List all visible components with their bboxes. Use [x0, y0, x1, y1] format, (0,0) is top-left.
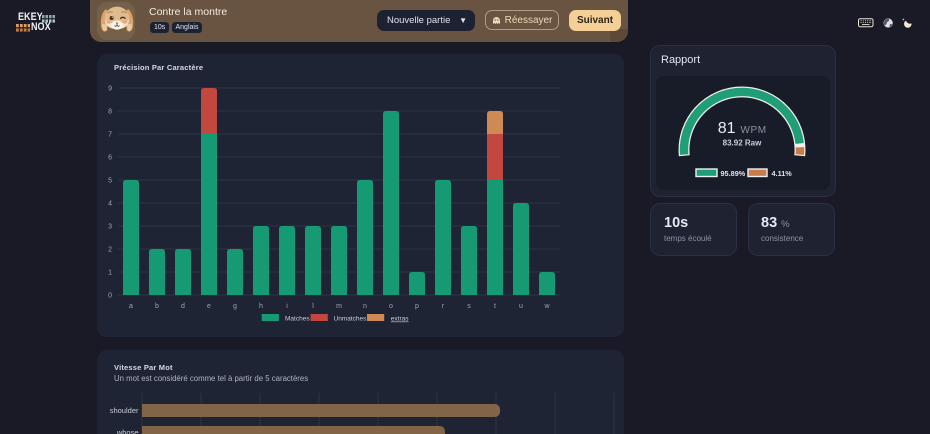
- svg-text:r: r: [442, 303, 445, 310]
- svg-text:4.11%: 4.11%: [772, 169, 793, 178]
- svg-text:b: b: [155, 303, 159, 310]
- svg-text:6: 6: [108, 155, 112, 162]
- svg-text:2: 2: [108, 247, 112, 254]
- svg-text:8: 8: [108, 109, 112, 116]
- svg-text:d: d: [181, 303, 185, 310]
- svg-text:a: a: [129, 303, 133, 310]
- svg-text:p: p: [415, 303, 419, 310]
- svg-text:5: 5: [108, 178, 112, 185]
- svg-text:whose: whose: [116, 428, 139, 434]
- svg-text:m: m: [336, 303, 342, 310]
- svg-text:1: 1: [108, 270, 112, 277]
- svg-text:h: h: [259, 303, 263, 310]
- svg-text:extras: extras: [391, 316, 409, 323]
- svg-text:9: 9: [108, 86, 112, 93]
- svg-text:81: 81: [718, 120, 736, 137]
- svg-text:Unmatches: Unmatches: [334, 316, 368, 323]
- svg-text:o: o: [389, 303, 393, 310]
- svg-text:Matches: Matches: [285, 316, 310, 323]
- svg-text:0: 0: [108, 293, 112, 300]
- svg-text:w: w: [543, 303, 550, 310]
- svg-text:3: 3: [108, 224, 112, 231]
- svg-text:g: g: [233, 303, 237, 310]
- svg-text:u: u: [519, 303, 523, 310]
- svg-text:e: e: [207, 303, 211, 310]
- svg-text:83.92 Raw: 83.92 Raw: [723, 139, 762, 148]
- svg-text:7: 7: [108, 132, 112, 139]
- svg-text:s: s: [467, 303, 471, 310]
- svg-text:t: t: [494, 303, 496, 310]
- svg-text:WPM: WPM: [741, 125, 767, 136]
- svg-text:i: i: [286, 303, 288, 310]
- svg-text:n: n: [363, 303, 367, 310]
- svg-text:l: l: [312, 303, 314, 310]
- svg-text:4: 4: [108, 201, 112, 208]
- svg-text:shoulder: shoulder: [110, 406, 139, 415]
- svg-text:95.89%: 95.89%: [721, 169, 746, 178]
